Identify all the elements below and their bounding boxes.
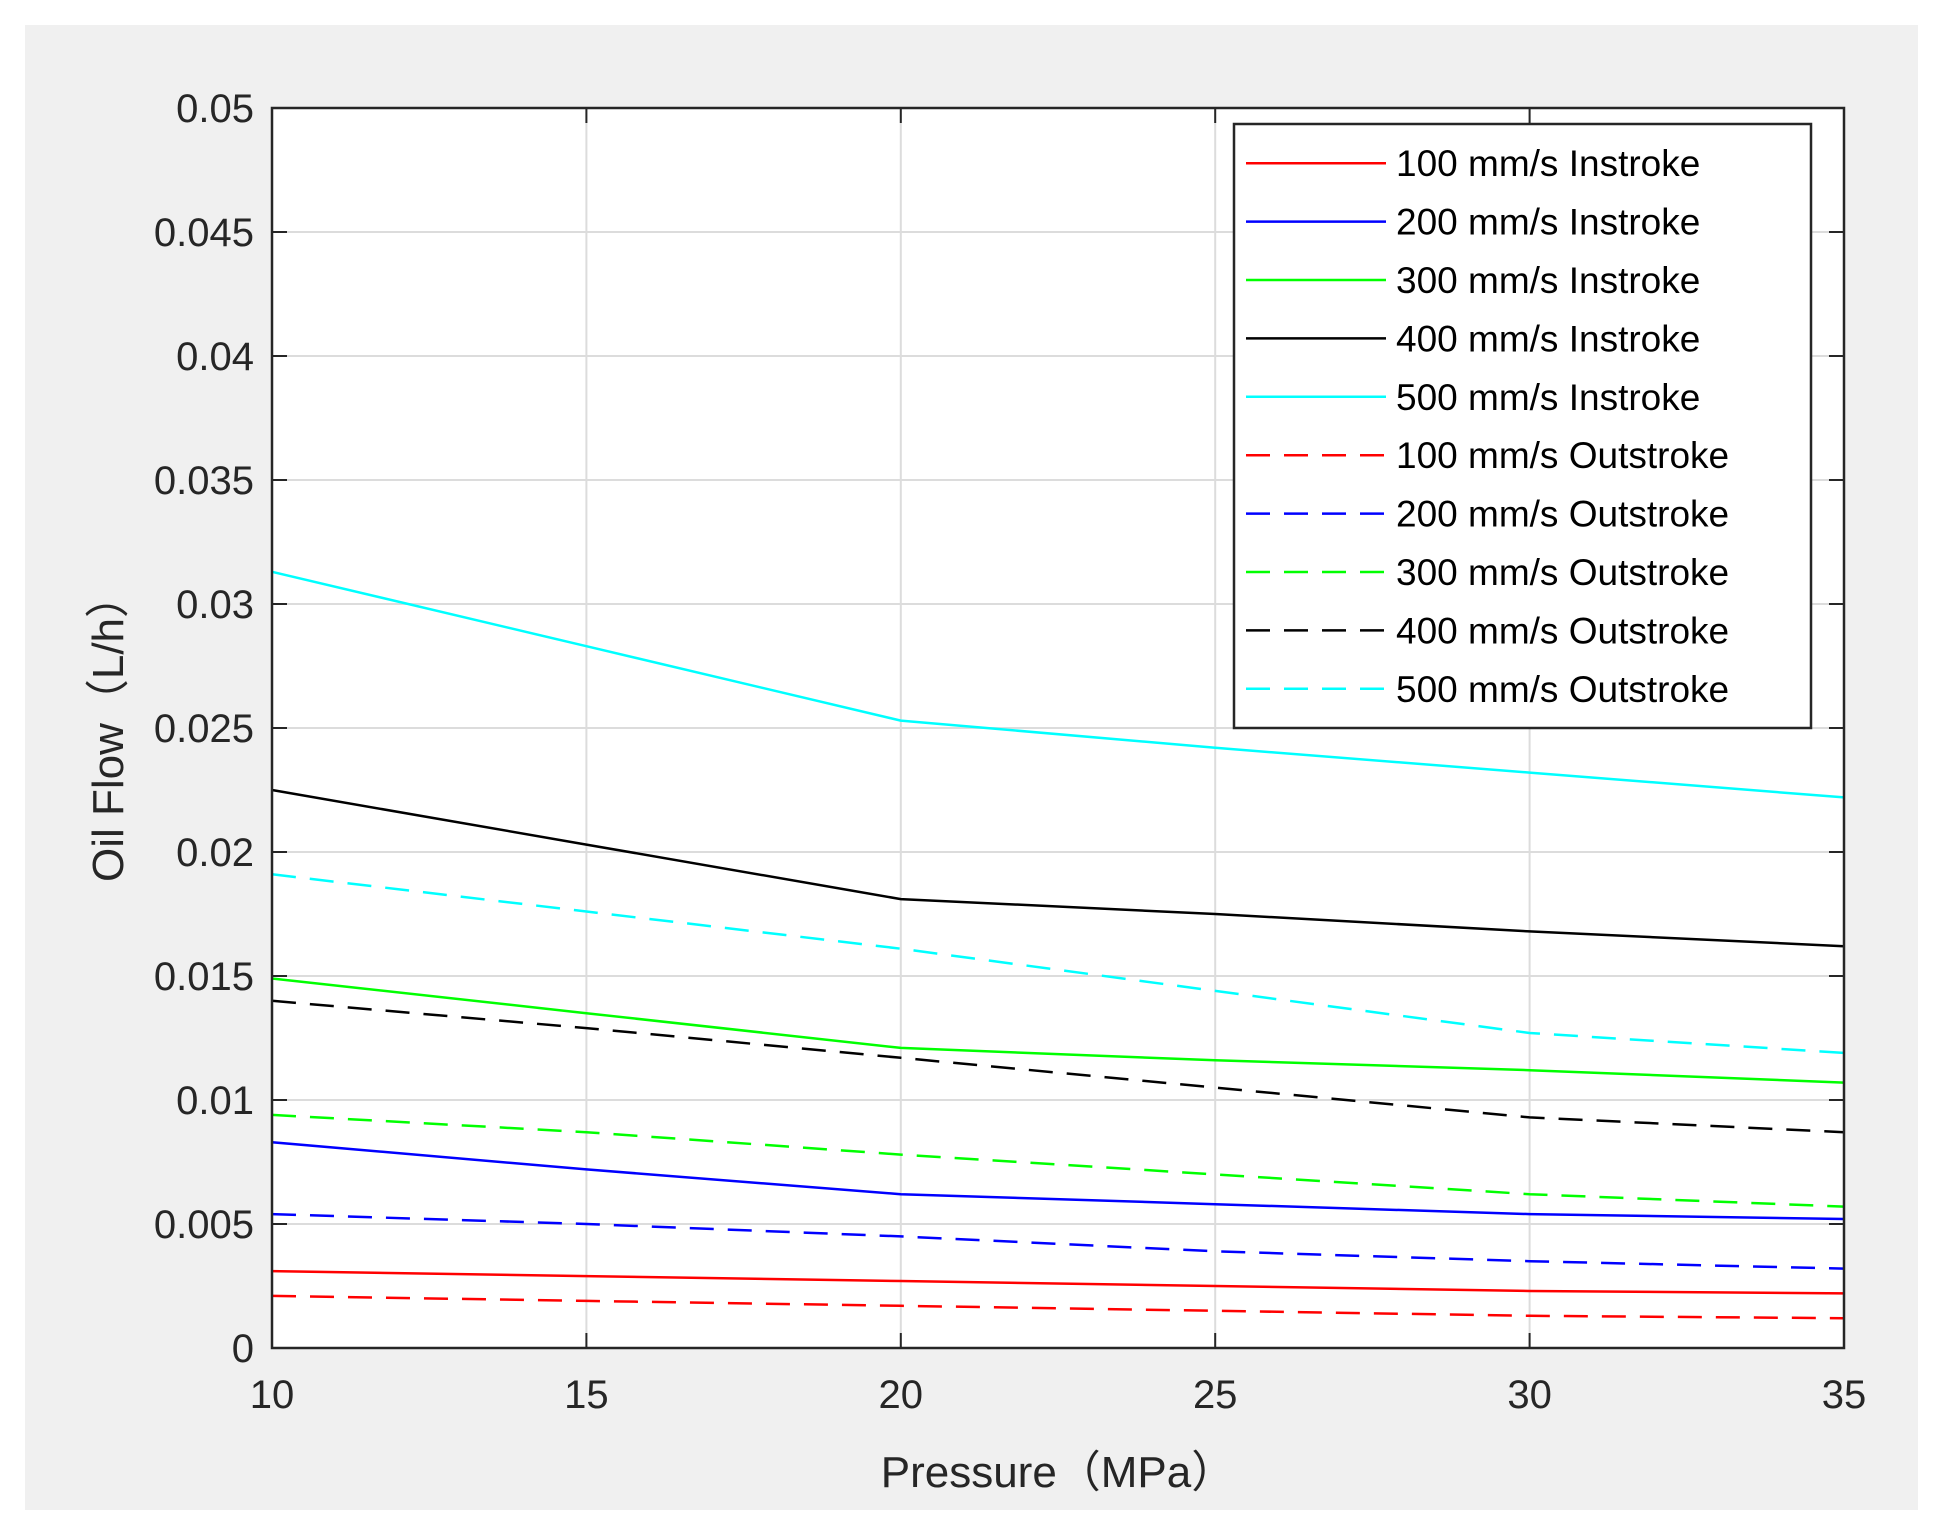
series-line-1	[271, 1269, 1845, 1295]
y-tick-label: 0.015	[154, 955, 254, 999]
grid	[271, 107, 1845, 1349]
series-line-2	[271, 1140, 1845, 1221]
series-line-6	[271, 1294, 1845, 1320]
x-tick-label: 20	[879, 1373, 924, 1417]
legend-label: 100 mm/s Outstroke	[1396, 435, 1729, 476]
y-tick-label: 0	[232, 1327, 254, 1371]
legend-box	[1232, 122, 1813, 730]
legend-label: 300 mm/s Instroke	[1396, 260, 1700, 301]
legend-label: 500 mm/s Outstroke	[1396, 669, 1729, 710]
legend-label: 300 mm/s Outstroke	[1396, 552, 1729, 593]
y-tick-label: 0.02	[176, 831, 254, 875]
line-chart: 10 15 20 25 30 35 0 0.005 0.01 0.015 0.02 0.025 0.03…	[84, 87, 1866, 1497]
x-axis-title: Pressure（MPa）	[881, 1448, 1236, 1497]
legend-label: 400 mm/s Outstroke	[1396, 610, 1729, 651]
series-line-8	[271, 1113, 1845, 1208]
y-axis-title: Oil Flow（L/h）	[84, 574, 133, 882]
series-line-5	[271, 570, 1845, 799]
figure-background: 10 15 20 25 30 35 0 0.005 0.01 0.015 0.02 0.025 0.03…	[25, 25, 1918, 1510]
axis-ticks: 10 15 20 25 30 35 0 0.005 0.01 0.015 0.02 0.025 0.03…	[154, 87, 1866, 1417]
series-line-9	[271, 999, 1845, 1134]
legend-label: 500 mm/s Instroke	[1396, 377, 1700, 418]
legend-label: 100 mm/s Instroke	[1396, 143, 1700, 184]
y-tick-label: 0.01	[176, 1079, 254, 1123]
series-line-4	[271, 788, 1845, 948]
legend-label: 400 mm/s Instroke	[1396, 318, 1700, 359]
y-tick-label: 0.005	[154, 1203, 254, 1247]
legend-label: 200 mm/s Instroke	[1396, 202, 1700, 243]
x-tick-label: 30	[1507, 1373, 1552, 1417]
x-tick-label: 35	[1822, 1373, 1867, 1417]
legend-label: 200 mm/s Outstroke	[1396, 494, 1729, 535]
legend: 100 mm/s Instroke 200 mm/s Instroke 300 mm…	[1232, 122, 1813, 730]
series-lines	[271, 570, 1845, 1320]
y-tick-label: 0.035	[154, 459, 254, 503]
y-tick-label: 0.025	[154, 707, 254, 751]
y-tick-label: 0.04	[176, 335, 254, 379]
y-tick-label: 0.03	[176, 583, 254, 627]
y-tick-label: 0.05	[176, 87, 254, 131]
y-tick-label: 0.045	[154, 211, 254, 255]
x-tick-label: 25	[1193, 1373, 1238, 1417]
series-line-7	[271, 1212, 1845, 1270]
x-tick-label: 10	[250, 1373, 295, 1417]
x-tick-label: 15	[564, 1373, 609, 1417]
series-line-3	[271, 977, 1845, 1084]
